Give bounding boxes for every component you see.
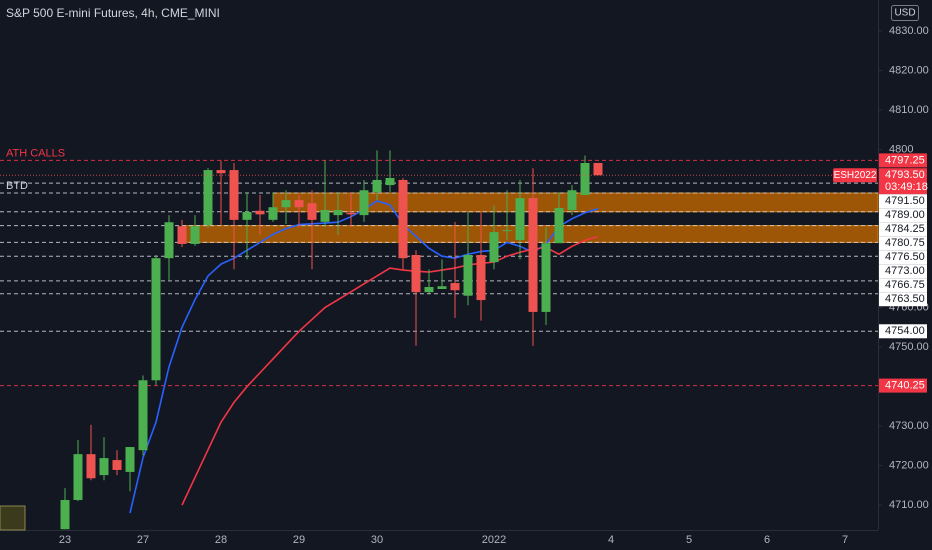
x-tick-label: 4	[608, 534, 614, 546]
level-label-box	[879, 264, 927, 279]
candle-body	[177, 226, 187, 244]
y-tick-label: 4810.00	[889, 104, 929, 116]
last-price-box	[879, 168, 927, 195]
candle-body	[424, 287, 434, 293]
symbol-label-box	[833, 168, 877, 183]
level-label-box	[879, 292, 927, 307]
x-tick-label: 7	[842, 534, 848, 546]
x-tick-label: 29	[293, 534, 305, 546]
level-label: 4784.25	[885, 223, 925, 235]
annotation: ATH CALLS	[6, 147, 65, 159]
x-tick-label: 5	[686, 534, 692, 546]
candle-body	[138, 380, 148, 451]
y-tick-label: 4710.00	[889, 499, 929, 511]
candle-body	[580, 162, 590, 195]
candle-body	[294, 200, 304, 208]
candle-body	[73, 454, 83, 500]
candle-body	[151, 258, 161, 381]
x-tick-label: 28	[215, 534, 227, 546]
candle-body	[281, 200, 291, 208]
candle-body	[515, 198, 525, 241]
candle-body	[242, 211, 252, 220]
candle-body	[385, 177, 395, 186]
candle-body	[411, 255, 421, 293]
level-label: 4776.50	[885, 251, 925, 263]
level-label: 4791.50	[885, 195, 925, 207]
countdown-label: 03:49:18	[885, 181, 928, 193]
level-label: 4789.00	[885, 209, 925, 221]
y-tick-label: 4820.00	[889, 64, 929, 76]
level-label: 4754.00	[885, 325, 925, 337]
level-label: 4780.75	[885, 237, 925, 249]
y-tick-label: 4800	[889, 143, 913, 155]
candle-body	[320, 209, 330, 222]
candle-body	[190, 226, 200, 244]
y-tick-label: 4830.00	[889, 25, 929, 37]
candle-body	[450, 283, 460, 291]
level-label-box	[879, 222, 927, 237]
x-tick-label: 30	[371, 534, 383, 546]
level-label-box	[879, 250, 927, 265]
candle-body	[541, 243, 551, 312]
level-label: 4766.75	[885, 279, 925, 291]
chart-title: S&P 500 E-mini Futures, 4h, CME_MINI	[6, 6, 220, 20]
candle-body	[125, 447, 135, 472]
candle-body	[437, 286, 447, 290]
candle-body	[567, 190, 577, 210]
level-label: 4797.25	[885, 154, 925, 166]
y-tick-label: 4720.00	[889, 460, 929, 472]
level-label-box	[879, 194, 927, 209]
candle-body	[463, 255, 473, 296]
currency: USD	[894, 8, 915, 19]
x-tick-label: 23	[59, 534, 71, 546]
last-price-label: 4793.50	[885, 169, 925, 181]
candle-body	[372, 179, 382, 193]
y-tick-label: 4750.00	[889, 341, 929, 353]
level-label: 4740.25	[885, 380, 925, 392]
level-label-box	[879, 236, 927, 251]
currency-box[interactable]	[891, 5, 919, 21]
level-label: 4763.50	[885, 293, 925, 305]
x-tick-label: 6	[764, 534, 770, 546]
level-label-box	[879, 278, 927, 293]
candle-body	[593, 162, 603, 176]
candle-body	[489, 232, 499, 263]
candle-body	[203, 170, 213, 225]
candle-body	[476, 255, 486, 301]
candle-body	[346, 212, 356, 215]
y-tick-label: 4730.00	[889, 420, 929, 432]
candle-body	[333, 209, 343, 216]
candle-body	[99, 458, 109, 476]
candle-body	[502, 230, 512, 232]
candle-body	[307, 203, 317, 220]
candle-body	[554, 208, 564, 244]
level-label-box	[879, 153, 927, 168]
candle-body	[164, 222, 174, 259]
level-label-box	[879, 208, 927, 223]
candle-body	[60, 499, 70, 530]
widget-box[interactable]	[0, 505, 26, 531]
candle-body	[229, 170, 239, 220]
level-label-box	[879, 378, 927, 393]
candle-body	[528, 198, 538, 312]
candle-body	[359, 190, 369, 216]
level-label: 4773.00	[885, 265, 925, 277]
candle-body	[268, 207, 278, 220]
symbol-label: ESH2022	[834, 170, 877, 181]
annotation: BTD	[6, 180, 28, 192]
candle-body	[216, 170, 226, 174]
candle-body	[255, 210, 265, 215]
x-tick-label: 27	[137, 534, 149, 546]
x-tick-label: 2022	[482, 534, 506, 546]
level-label-box	[879, 324, 927, 339]
candle-body	[112, 460, 122, 470]
candle-body	[398, 179, 408, 259]
candle-body	[86, 454, 96, 479]
